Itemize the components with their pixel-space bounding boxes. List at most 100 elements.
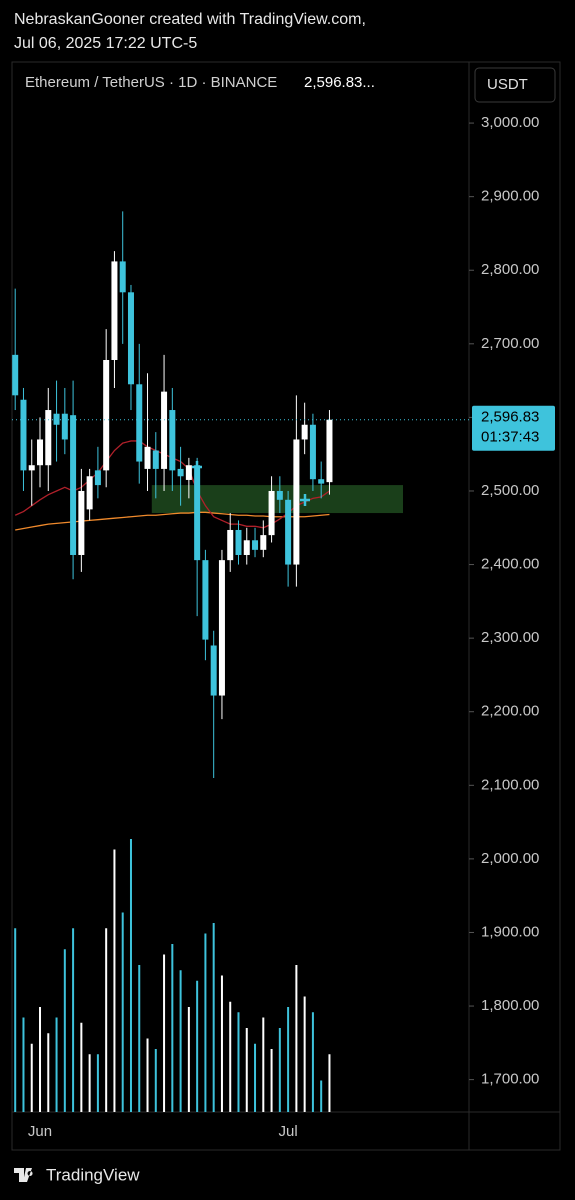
logo-mark: [14, 1168, 33, 1182]
candle-body: [276, 490, 283, 500]
volume-bar: [63, 949, 66, 1112]
volume-bar: [328, 1054, 331, 1112]
volume-bar: [105, 928, 108, 1112]
volume-bar: [303, 996, 306, 1112]
candle-body: [119, 261, 126, 293]
candle-body: [144, 446, 151, 469]
candle-body: [326, 419, 333, 483]
brand: TradingView: [46, 1165, 140, 1184]
volume-bar: [278, 1028, 281, 1112]
volume-bar: [96, 1054, 99, 1112]
last-price-label: 2,596.83: [481, 409, 539, 426]
volume-bar: [163, 954, 166, 1112]
moving-average: [15, 511, 330, 531]
y-tick-label: 2,200.00: [481, 703, 539, 720]
volume-bar: [138, 965, 141, 1112]
logo: TradingView: [14, 1165, 140, 1184]
x-tick-label: Jul: [279, 1123, 298, 1140]
volume-bar: [270, 1049, 273, 1112]
countdown: 01:37:43: [481, 429, 539, 446]
y-tick-label: 2,300.00: [481, 629, 539, 646]
volume-bar: [55, 1017, 58, 1112]
candle-body: [37, 439, 44, 466]
volume-bar: [295, 965, 298, 1112]
candle-body: [103, 360, 110, 471]
symbol-legend: Ethereum / TetherUS · 1D · BINANCE: [25, 74, 277, 91]
candle-body: [61, 413, 68, 440]
candle-body: [161, 391, 168, 469]
marker: [300, 494, 310, 506]
currency-button[interactable]: [474, 67, 556, 103]
candle-body: [94, 470, 101, 486]
candle-body: [235, 529, 242, 555]
y-tick-label: 2,800.00: [481, 261, 539, 278]
volume-bar: [72, 928, 75, 1112]
candle-body: [194, 465, 201, 561]
candle-body: [260, 535, 267, 550]
y-tick-label: 2,000.00: [481, 850, 539, 867]
volume-bar: [14, 928, 17, 1112]
y-tick-label: 1,700.00: [481, 1071, 539, 1088]
volume-bar: [121, 912, 124, 1112]
volume-bar: [30, 1043, 33, 1112]
candle-body: [268, 490, 275, 536]
volume-bar: [88, 1054, 91, 1112]
candle-body: [20, 399, 27, 471]
volume-bar: [311, 1012, 314, 1112]
volume-bar: [287, 1007, 290, 1112]
volume-bar: [220, 975, 223, 1112]
candle-body: [318, 479, 325, 484]
candle-body: [309, 424, 316, 480]
volume-bar: [262, 1017, 265, 1112]
volume-bar: [204, 933, 207, 1112]
volume-bar: [154, 1049, 157, 1112]
volume-bar: [39, 1007, 42, 1112]
y-tick-label: 2,100.00: [481, 776, 539, 793]
volume-bar: [245, 1028, 248, 1112]
candle-body: [177, 468, 184, 477]
candle-body: [12, 354, 19, 396]
volume-bar: [129, 839, 132, 1112]
header-credit: NebraskanGooner created with TradingView…: [14, 11, 366, 28]
volume-bar: [22, 1017, 25, 1112]
candle-body: [86, 476, 93, 510]
plot: 1,700.00 1,800.00 1,900.00 2,000.00 2,100.00…: [12, 114, 539, 1140]
candle-body: [210, 645, 217, 696]
legend-price: 2,596.83...: [304, 74, 375, 91]
last-price-box: [472, 405, 555, 451]
candle-body: [28, 465, 35, 471]
candle-body: [169, 410, 176, 471]
volume-bar: [146, 1038, 149, 1112]
y-tick-label: 2,400.00: [481, 556, 539, 573]
candle-body: [202, 560, 209, 640]
y-tick-label: 3,000.00: [481, 114, 539, 131]
header-date: Jul 06, 2025 17:22 UTC-5: [14, 35, 197, 52]
marker: [192, 461, 202, 473]
chart-frame: [11, 61, 561, 1151]
volume-bar: [229, 1001, 232, 1112]
y-tick-label: 2,700.00: [481, 335, 539, 352]
candle-body: [70, 415, 77, 555]
candle-body: [136, 384, 143, 462]
candle-body: [285, 499, 292, 565]
volume-bar: [212, 923, 215, 1112]
candle-body: [127, 292, 134, 385]
candle-body: [78, 490, 85, 555]
candle-body: [252, 540, 259, 550]
volume-bar: [113, 849, 116, 1112]
volume-bar: [171, 944, 174, 1112]
volume-bar: [179, 970, 182, 1112]
y-tick-label: 1,800.00: [481, 997, 539, 1014]
candle-body: [227, 529, 234, 561]
y-tick-label: 2,500.00: [481, 482, 539, 499]
candle-body: [293, 439, 300, 565]
volume-bar: [187, 1007, 190, 1112]
candle-body: [111, 261, 118, 361]
volume-bar: [237, 1012, 240, 1112]
candle-body: [152, 450, 159, 469]
currency-label[interactable]: USDT: [487, 76, 528, 93]
y-tick-label: 2,900.00: [481, 188, 539, 205]
volume-bar: [320, 1080, 323, 1112]
candle-body: [243, 540, 250, 555]
